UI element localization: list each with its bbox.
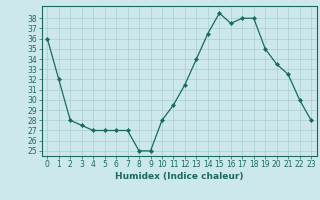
X-axis label: Humidex (Indice chaleur): Humidex (Indice chaleur): [115, 172, 244, 181]
